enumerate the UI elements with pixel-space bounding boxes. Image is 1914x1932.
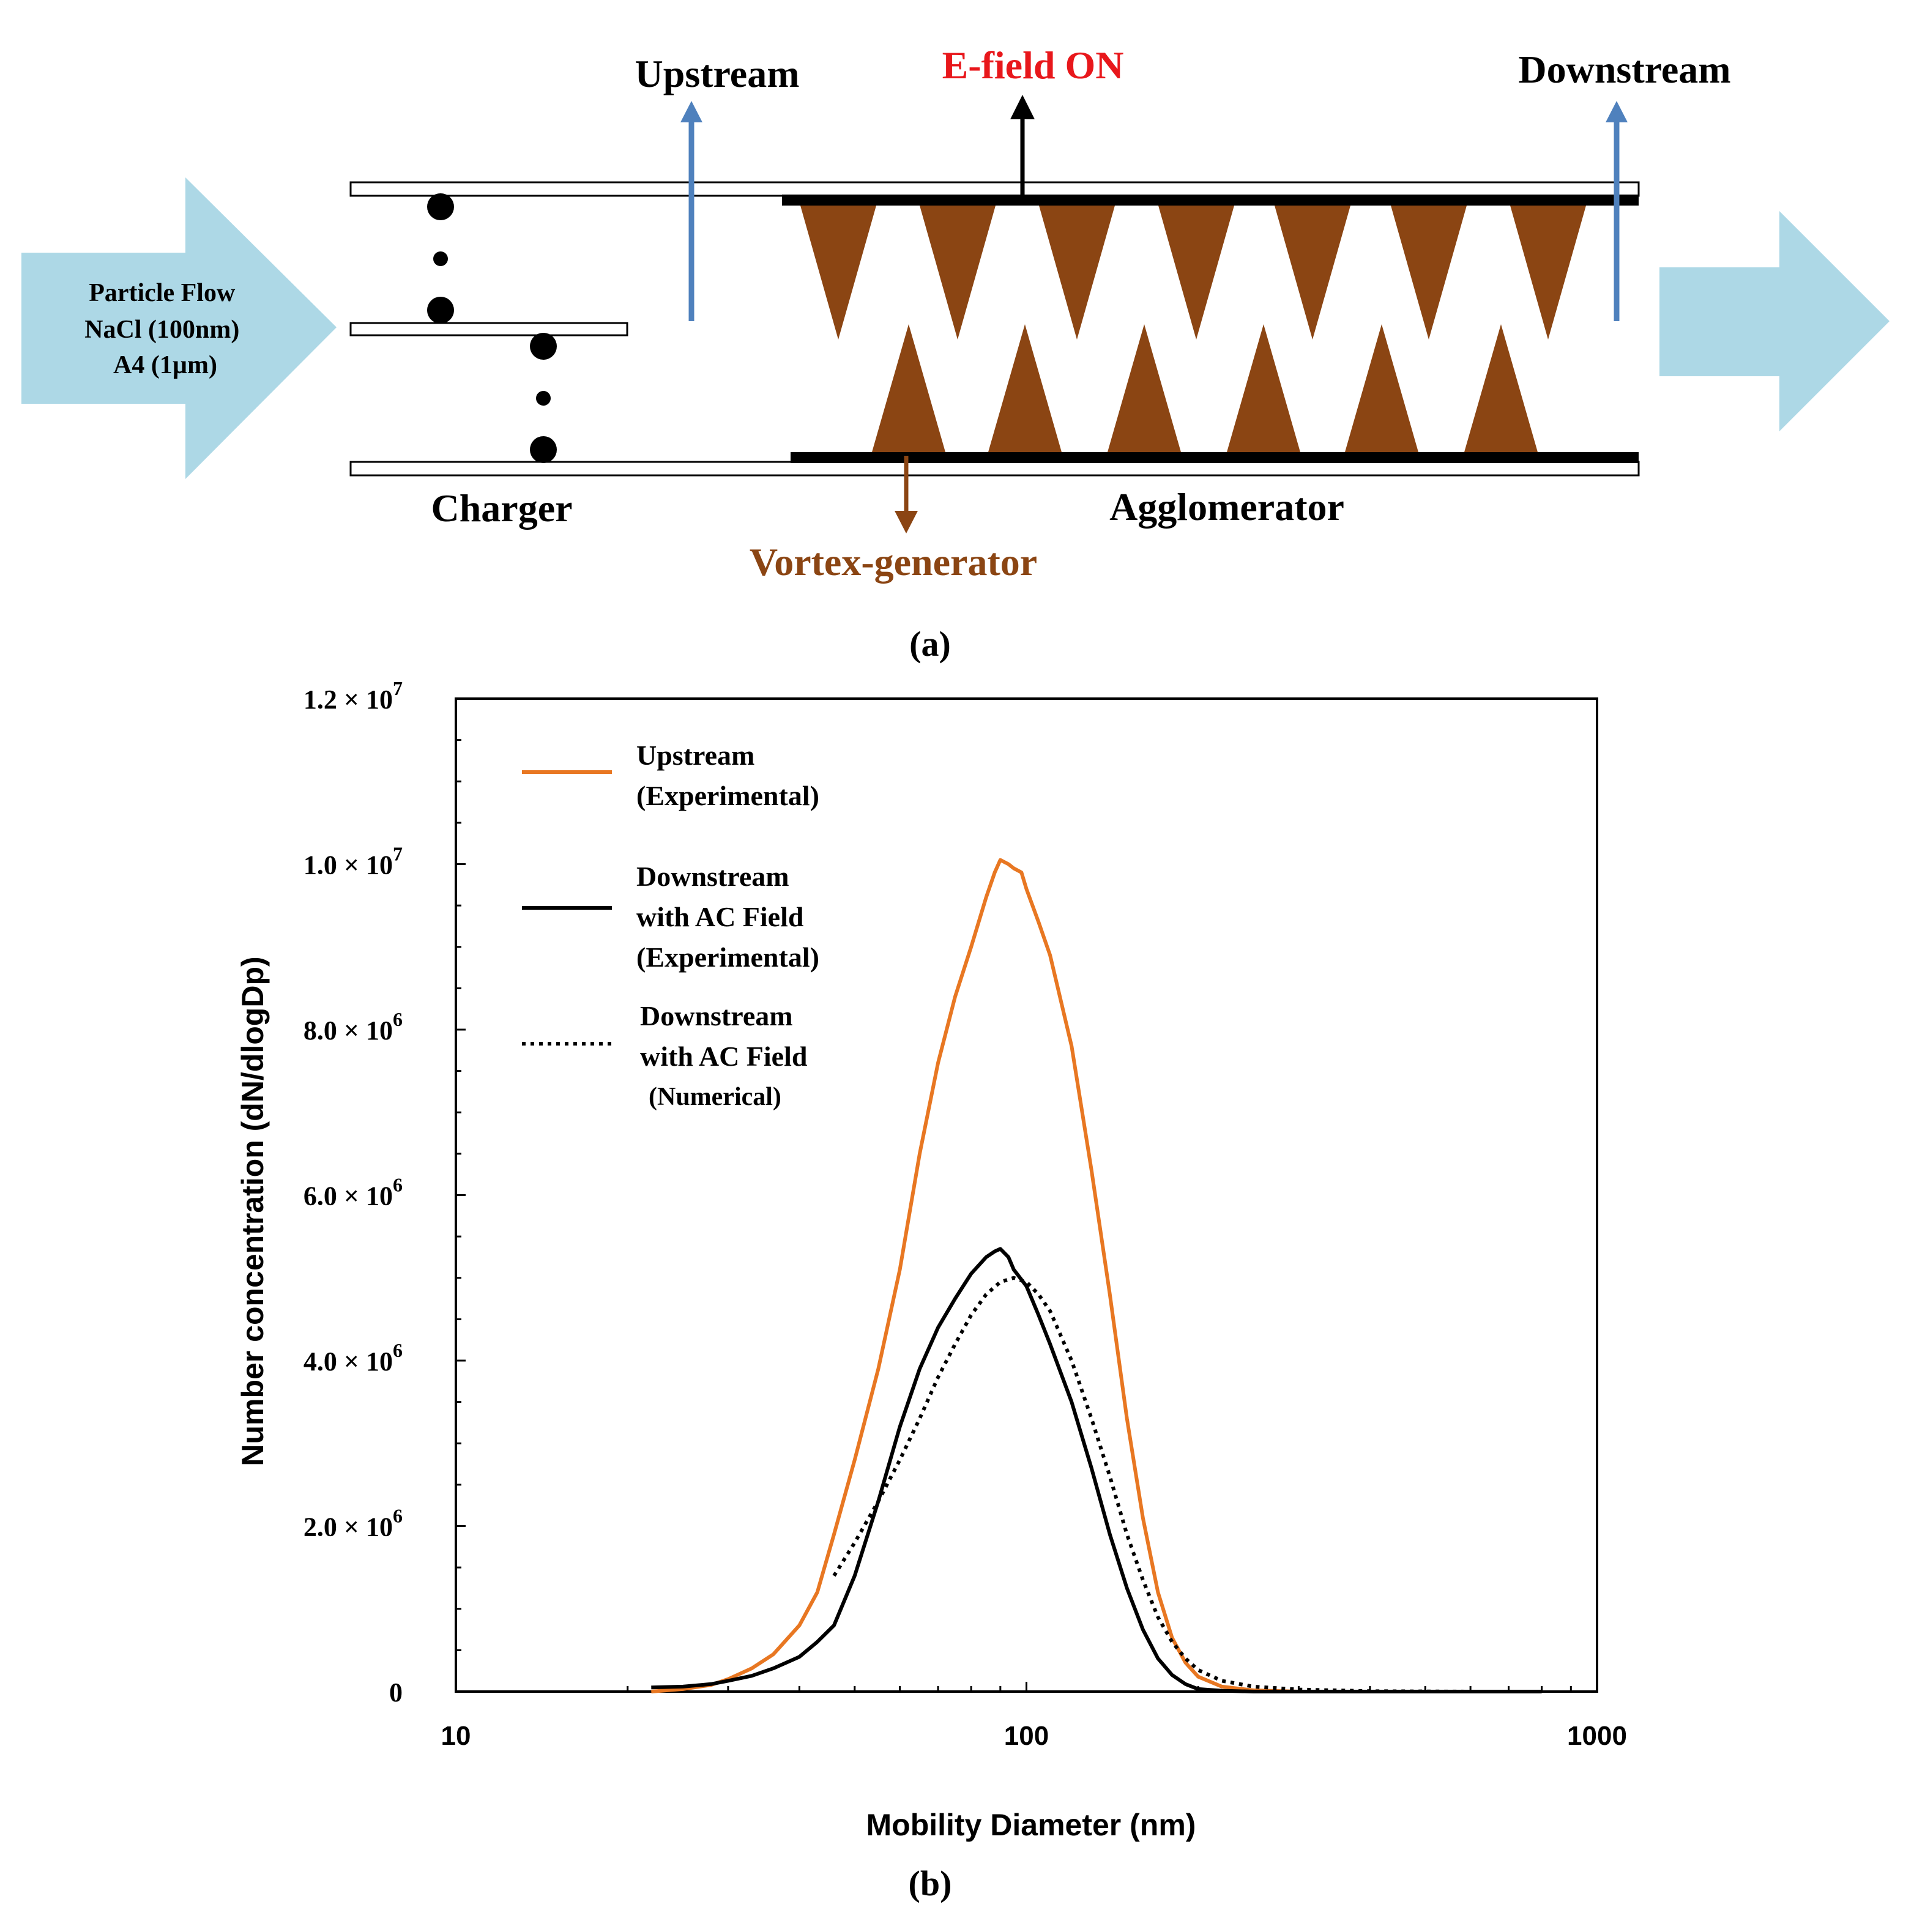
vortex-generator: [988, 324, 1062, 452]
x-tick-label: 100: [1004, 1721, 1049, 1751]
x-tick-label: 10: [441, 1721, 471, 1751]
agglomerator-bottom-electrode: [791, 452, 1639, 463]
vortex-generator: [1391, 206, 1467, 340]
charger-label: Charger: [431, 486, 572, 530]
charger-dot: [530, 333, 557, 360]
charger-dot: [427, 193, 454, 220]
vortex-label: Vortex-generator: [750, 540, 1037, 584]
size-distribution-chart: 0 2.0 × 106 4.0 × 106 6.0 × 106 8.0 × 106 1.0…: [236, 677, 1627, 1903]
y-tick-label: 8.0 × 106: [303, 1008, 403, 1046]
y-tick-label: 1.2 × 107: [303, 677, 403, 715]
apparatus-diagram: Particle Flow NaCl (100nm) A4 (1µm): [21, 43, 1890, 664]
legend-text: Downstream: [640, 1000, 793, 1031]
agglomerator-label: Agglomerator: [1109, 485, 1344, 529]
legend-text: (Experimental): [636, 780, 819, 811]
charger-dot: [530, 436, 557, 463]
vortex-generator: [1158, 206, 1234, 340]
charger-middle-plate: [349, 322, 628, 336]
series-line-1: [651, 858, 1299, 1693]
y-tick-label: 2.0 × 106: [303, 1505, 403, 1542]
inlet-flow-arrow: [21, 177, 337, 479]
downstream-probe-arrow: [1606, 101, 1628, 321]
y-tick-label: 6.0 × 106: [303, 1174, 403, 1211]
charger-dot: [427, 297, 454, 324]
vortex-generator: [1108, 324, 1181, 452]
axis-ticks: [455, 697, 1598, 1693]
x-axis-title: Mobility Diameter (nm): [866, 1808, 1196, 1842]
y-tick-label: 0: [389, 1677, 403, 1707]
legend-text: (Numerical): [649, 1083, 781, 1111]
legend-entry-upstream: Upstream (Experimental): [636, 740, 819, 811]
panel-b-label: (b): [909, 1863, 952, 1903]
legend-text: (Experimental): [636, 942, 819, 973]
vortex-generator: [1345, 324, 1418, 452]
charger-top-plate: [349, 181, 1640, 197]
vortex-arrow: [895, 456, 918, 533]
vortex-generators-bottom: [872, 324, 1538, 452]
plot-frame: [455, 697, 1598, 1693]
upstream-label: Upstream: [635, 52, 800, 95]
series-layer: [651, 858, 1542, 1693]
legend: Upstream (Experimental) Downstream with …: [522, 740, 819, 1111]
efield-arrow: [1010, 95, 1035, 196]
panel-a-label: (a): [909, 624, 951, 664]
upstream-probe-arrow: [680, 101, 702, 321]
y-axis-title: Number concentration (dN/dlogDp): [236, 956, 270, 1466]
y-tick-label: 4.0 × 106: [303, 1339, 403, 1377]
inlet-line-3: A4 (1µm): [113, 351, 217, 379]
legend-text: with AC Field: [636, 901, 804, 932]
outlet-flow-arrow: [1659, 211, 1890, 431]
legend-text: with AC Field: [640, 1041, 808, 1072]
charger-bottom-plate: [349, 461, 1640, 477]
charger-electrodes: [427, 193, 557, 463]
inlet-line-2: NaCl (100nm): [84, 316, 239, 344]
downstream-label: Downstream: [1518, 48, 1730, 91]
agglomerator-top-electrode: [782, 195, 1639, 206]
y-tick-label: 1.0 × 107: [303, 843, 403, 880]
vortex-generator: [920, 206, 996, 340]
series-line-2: [651, 1247, 1542, 1693]
inlet-label: Particle Flow NaCl (100nm) A4 (1µm): [84, 279, 246, 379]
legend-entry-downstream-exp: Downstream with AC Field (Experimental): [636, 861, 819, 973]
y-tick-labels: 0 2.0 × 106 4.0 × 106 6.0 × 106 8.0 × 106 1.0…: [303, 677, 403, 1707]
vortex-generator: [1510, 206, 1586, 340]
vortex-generator: [1039, 206, 1115, 340]
vortex-generators-top: [800, 206, 1586, 340]
legend-entry-downstream-num: Downstream with AC Field (Numerical): [640, 1000, 814, 1111]
vortex-generator: [1464, 324, 1538, 452]
charger-dot: [536, 391, 551, 406]
x-tick-label: 1000: [1567, 1721, 1627, 1751]
vortex-generator: [1275, 206, 1350, 340]
x-tick-labels: 10 100 1000: [441, 1721, 1627, 1751]
efield-label: E-field ON: [942, 43, 1124, 87]
inlet-line-1: Particle Flow: [89, 279, 236, 307]
vortex-generator: [1227, 324, 1300, 452]
vortex-generator: [800, 206, 876, 340]
legend-text: Downstream: [636, 861, 789, 892]
vortex-generator: [872, 324, 945, 452]
charger-dot: [433, 251, 448, 266]
legend-text: Upstream: [636, 740, 754, 771]
series-line-3: [832, 1276, 1471, 1693]
